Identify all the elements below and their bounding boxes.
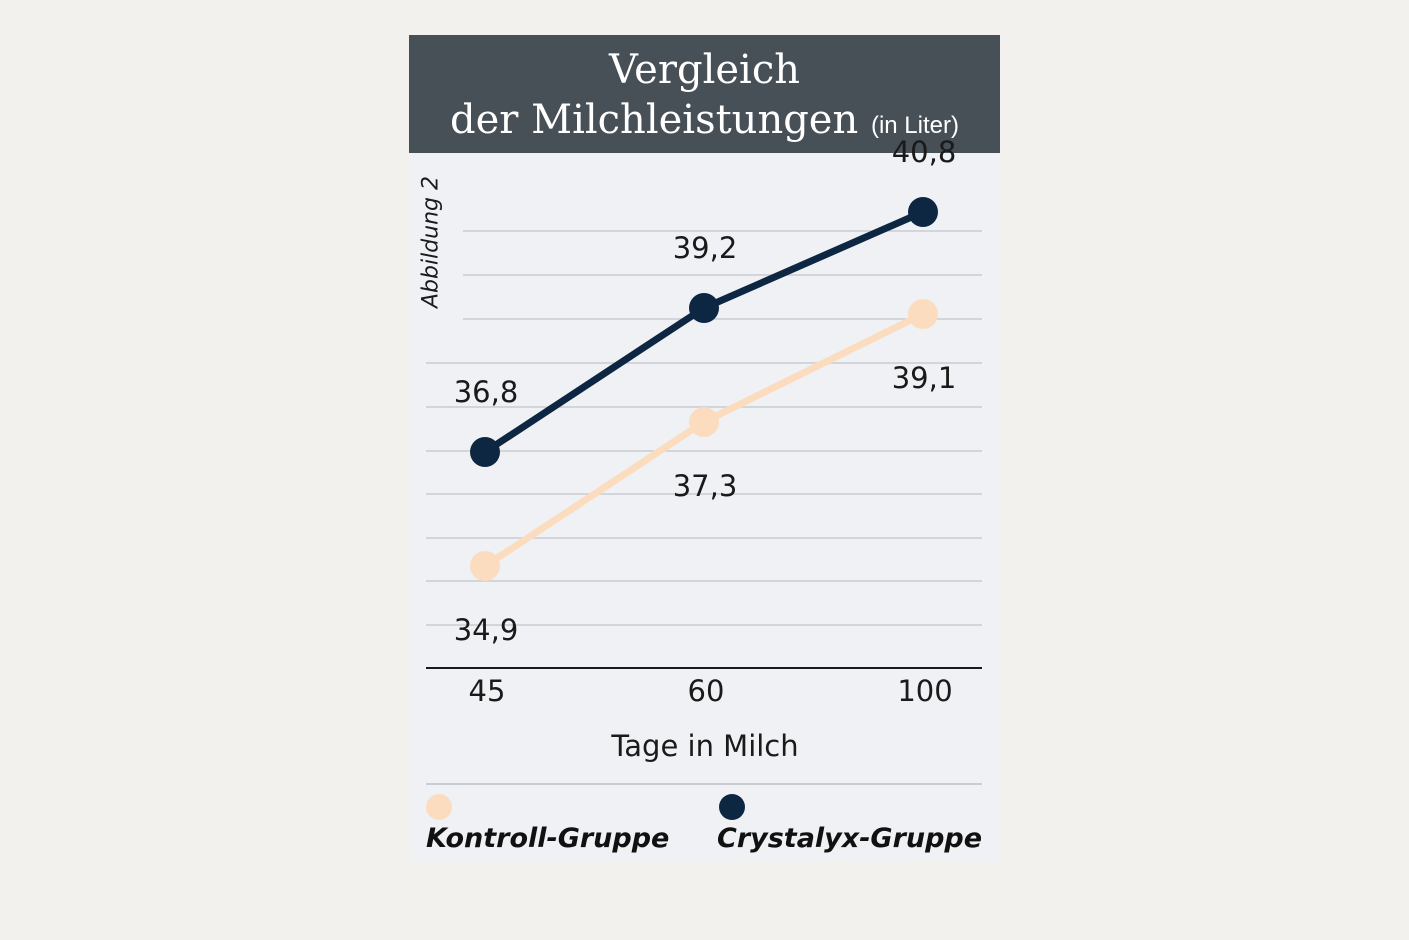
data-point: [470, 551, 500, 581]
series-group: [470, 197, 938, 581]
legend-marker-crystalyx: [719, 794, 745, 820]
legend-label-kontroll: Kontroll-Gruppe: [426, 823, 670, 854]
chart-title-unit: (in Liter): [870, 112, 959, 139]
data-labels: 34,9 37,3 39,1 36,8 39,2 40,8: [454, 135, 957, 647]
x-tick-labels: 45 60 100: [469, 674, 953, 708]
chart-title-line2: der Milchleistungen (in Liter): [409, 95, 1000, 151]
line-chart: 34,9 37,3 39,1 36,8 39,2 40,8 45 60 100 Tage in…: [426, 135, 982, 763]
chart-title-main: der Milchleistungen: [450, 97, 859, 143]
data-label: 40,8: [892, 135, 957, 169]
x-tick-label: 45: [469, 674, 506, 708]
legend-divider: [426, 783, 982, 785]
legend-label-crystalyx: Crystalyx-Gruppe: [717, 823, 983, 854]
chart-header: Vergleich der Milchleistungen (in Liter): [409, 35, 1000, 153]
data-label: 39,1: [892, 361, 957, 395]
data-point: [470, 437, 500, 467]
data-point: [689, 293, 719, 323]
data-label: 37,3: [673, 469, 738, 503]
x-tick-label: 60: [688, 674, 725, 708]
legend-marker-kontroll: [426, 794, 452, 820]
x-tick-label: 100: [897, 674, 952, 708]
data-point: [689, 407, 719, 437]
x-axis-title: Tage in Milch: [610, 729, 798, 763]
data-point: [908, 197, 938, 227]
data-label: 36,8: [454, 375, 519, 409]
chart-card: Vergleich der Milchleistungen (in Liter)…: [409, 35, 1000, 862]
chart-title-line1: Vergleich: [608, 47, 801, 93]
data-label: 34,9: [454, 613, 519, 647]
data-point: [908, 299, 938, 329]
data-label: 39,2: [673, 231, 738, 265]
series-line-kontroll: [483, 310, 925, 569]
